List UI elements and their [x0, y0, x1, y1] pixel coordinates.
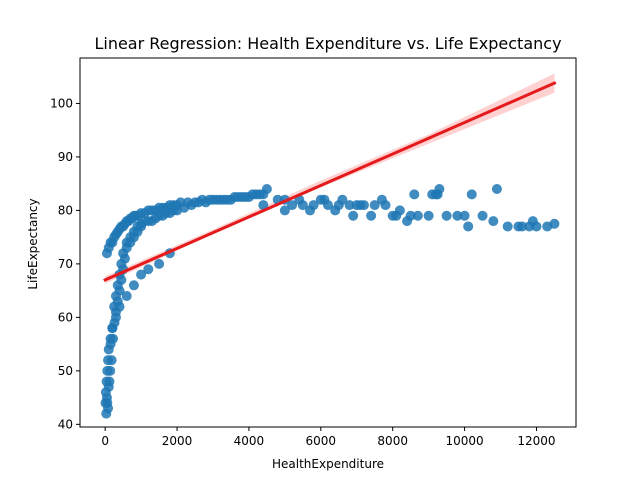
data-point — [355, 200, 366, 211]
y-axis-label: LifeExpectancy — [26, 198, 40, 289]
data-point — [247, 189, 258, 200]
data-point — [319, 194, 330, 205]
data-point — [261, 184, 272, 195]
data-point — [402, 216, 413, 227]
data-point — [287, 200, 298, 211]
regression-line — [103, 81, 557, 282]
axes-layer: 0 2000 4000 6000 8000 10000 12000 40 50 60 70 80 90 1… — [50, 57, 577, 448]
data-point — [391, 210, 402, 221]
data-point — [441, 210, 452, 221]
data-point — [279, 205, 290, 216]
data-point — [103, 344, 114, 355]
data-point — [114, 285, 125, 296]
x-tick-label: 10000 — [445, 434, 483, 448]
data-point — [101, 376, 112, 387]
data-point — [102, 365, 113, 376]
data-point — [146, 216, 157, 227]
data-point — [491, 184, 502, 195]
data-point — [182, 197, 193, 208]
chart-title: Linear Regression: Health Expenditure vs… — [94, 34, 561, 53]
regression-line-layer — [103, 81, 557, 282]
y-tick-label: 60 — [58, 310, 73, 324]
data-point — [502, 221, 513, 232]
data-point — [128, 280, 139, 291]
data-point — [258, 200, 269, 211]
x-tick-label: 0 — [101, 434, 109, 448]
data-point — [452, 210, 463, 221]
data-point — [488, 216, 499, 227]
data-point — [119, 253, 130, 264]
x-tick-label: 6000 — [306, 434, 337, 448]
data-point — [254, 189, 265, 200]
data-point — [305, 205, 316, 216]
data-point — [100, 397, 111, 408]
points-layer — [100, 184, 560, 419]
data-point — [116, 274, 127, 285]
y-tick-label: 100 — [50, 96, 73, 110]
x-axis-label: HealthExpenditure — [272, 457, 384, 471]
data-point — [204, 194, 215, 205]
data-point — [107, 323, 118, 334]
data-point — [344, 200, 355, 211]
y-tick-label: 70 — [58, 257, 73, 271]
data-point — [412, 210, 423, 221]
data-point — [121, 290, 132, 301]
data-point — [527, 216, 538, 227]
y-tick-label: 40 — [58, 417, 73, 431]
y-tick-label: 80 — [58, 203, 73, 217]
y-tick-label: 50 — [58, 364, 73, 378]
data-point — [459, 210, 470, 221]
data-point — [175, 197, 186, 208]
data-point — [477, 210, 488, 221]
data-point — [423, 210, 434, 221]
data-point — [197, 194, 208, 205]
x-tick-label: 12000 — [517, 434, 555, 448]
data-point — [218, 194, 229, 205]
data-point — [542, 221, 553, 232]
data-point — [233, 192, 244, 203]
data-point — [143, 264, 154, 275]
data-point — [139, 216, 150, 227]
data-point — [466, 189, 477, 200]
data-point — [110, 312, 121, 323]
data-point — [114, 301, 125, 312]
data-point — [337, 194, 348, 205]
data-point — [463, 221, 474, 232]
data-point — [154, 258, 165, 269]
data-point — [100, 387, 111, 398]
x-tick-label: 8000 — [377, 434, 408, 448]
data-point — [211, 194, 222, 205]
data-point — [103, 355, 114, 366]
data-point — [366, 210, 377, 221]
data-point — [376, 194, 387, 205]
data-point — [101, 408, 112, 419]
x-tick-label: 4000 — [234, 434, 265, 448]
data-point — [136, 269, 147, 280]
data-point — [105, 333, 116, 344]
x-tick-label: 2000 — [162, 434, 193, 448]
data-point — [369, 200, 380, 211]
y-tick-label: 90 — [58, 150, 73, 164]
data-point — [517, 221, 528, 232]
plot-frame — [79, 57, 577, 428]
data-point — [348, 210, 359, 221]
data-point — [330, 205, 341, 216]
data-point — [409, 189, 420, 200]
data-point — [432, 189, 443, 200]
